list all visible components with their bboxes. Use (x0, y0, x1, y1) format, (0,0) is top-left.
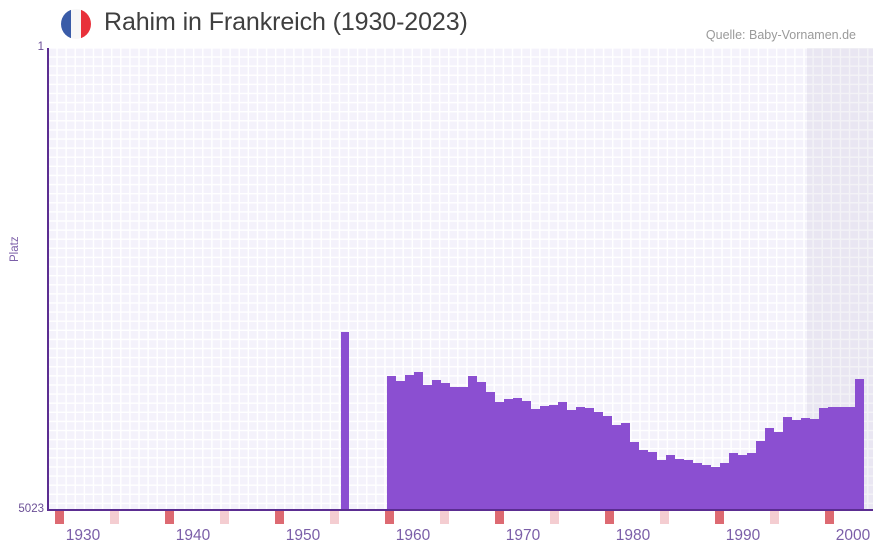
bar[interactable] (504, 399, 513, 510)
bar[interactable] (405, 375, 414, 510)
bar[interactable] (666, 455, 675, 510)
x-tick-minor (330, 511, 339, 524)
bar[interactable] (828, 407, 837, 510)
bar[interactable] (792, 420, 801, 510)
bar[interactable] (396, 381, 405, 510)
bar[interactable] (441, 383, 450, 510)
bar[interactable] (567, 410, 576, 510)
x-axis-label: 1990 (725, 527, 761, 544)
bar[interactable] (648, 452, 657, 510)
x-tick-major (165, 511, 174, 524)
bar[interactable] (783, 417, 792, 510)
x-tick-major (495, 511, 504, 524)
bar[interactable] (612, 425, 621, 510)
france-flag-icon (61, 9, 91, 39)
x-axis-label: 1960 (395, 527, 431, 544)
x-tick-major (825, 511, 834, 524)
bar[interactable] (603, 416, 612, 510)
x-tick-minor (660, 511, 669, 524)
bar[interactable] (423, 385, 432, 510)
bar[interactable] (720, 463, 729, 510)
bar[interactable] (468, 376, 477, 510)
x-tick-minor (220, 511, 229, 524)
bar[interactable] (459, 387, 468, 510)
x-tick-minor (770, 511, 779, 524)
bar[interactable] (747, 453, 756, 510)
bar[interactable] (594, 412, 603, 510)
page-title: Rahim in Frankreich (1930-2023) (104, 8, 468, 36)
bar[interactable] (495, 402, 504, 510)
x-axis-label: 1940 (175, 527, 211, 544)
x-tick-minor (550, 511, 559, 524)
bar[interactable] (513, 398, 522, 510)
bar[interactable] (341, 332, 349, 510)
x-tick-major (275, 511, 284, 524)
x-tick-major (715, 511, 724, 524)
bar[interactable] (738, 455, 747, 510)
x-tick-minor (440, 511, 449, 524)
bar[interactable] (414, 372, 423, 510)
bar[interactable] (711, 467, 720, 510)
bar[interactable] (630, 442, 639, 510)
bar[interactable] (684, 460, 693, 510)
bar[interactable] (576, 407, 585, 510)
bar[interactable] (765, 428, 774, 510)
bar[interactable] (855, 379, 864, 510)
y-axis-labels: 1 5023 (0, 0, 44, 552)
bar[interactable] (486, 392, 495, 510)
bar[interactable] (774, 432, 783, 510)
bar[interactable] (558, 402, 567, 510)
bar[interactable] (810, 419, 819, 510)
x-tick-minor (110, 511, 119, 524)
bar[interactable] (387, 376, 396, 510)
bar[interactable] (477, 382, 486, 510)
bar[interactable] (801, 418, 810, 510)
y-axis-bottom-label: 5023 (18, 503, 44, 515)
bar[interactable] (450, 387, 459, 510)
bar[interactable] (675, 459, 684, 510)
x-axis-label: 1980 (615, 527, 651, 544)
x-axis-label: 2000 (835, 527, 871, 544)
source-attribution: Quelle: Baby-Vornamen.de (705, 28, 856, 42)
bar[interactable] (702, 465, 711, 510)
x-axis-label: 1950 (285, 527, 321, 544)
bar[interactable] (540, 406, 549, 510)
bar[interactable] (693, 463, 702, 510)
bar[interactable] (657, 460, 666, 510)
x-axis-label: 1970 (505, 527, 541, 544)
x-axis-label: 1930 (65, 527, 101, 544)
bar[interactable] (756, 441, 765, 510)
y-axis-line (47, 48, 49, 511)
bar[interactable] (846, 407, 855, 510)
chart-header: Rahim in Frankreich (1930-2023) Quelle: … (0, 0, 873, 48)
x-tick-major (605, 511, 614, 524)
y-axis-title: Platz (9, 236, 21, 262)
bar[interactable] (432, 380, 441, 510)
bar[interactable] (837, 407, 846, 510)
bar[interactable] (819, 408, 828, 510)
bar[interactable] (621, 423, 630, 510)
bar[interactable] (729, 453, 738, 510)
bar[interactable] (531, 409, 540, 510)
bar[interactable] (522, 401, 531, 510)
x-axis-line (47, 509, 873, 511)
bar[interactable] (639, 450, 648, 510)
y-axis-top-label: 1 (37, 41, 44, 53)
plot-area (48, 48, 873, 510)
x-tick-major (55, 511, 64, 524)
x-tick-major (385, 511, 394, 524)
bar[interactable] (549, 405, 558, 510)
bar[interactable] (585, 408, 594, 510)
